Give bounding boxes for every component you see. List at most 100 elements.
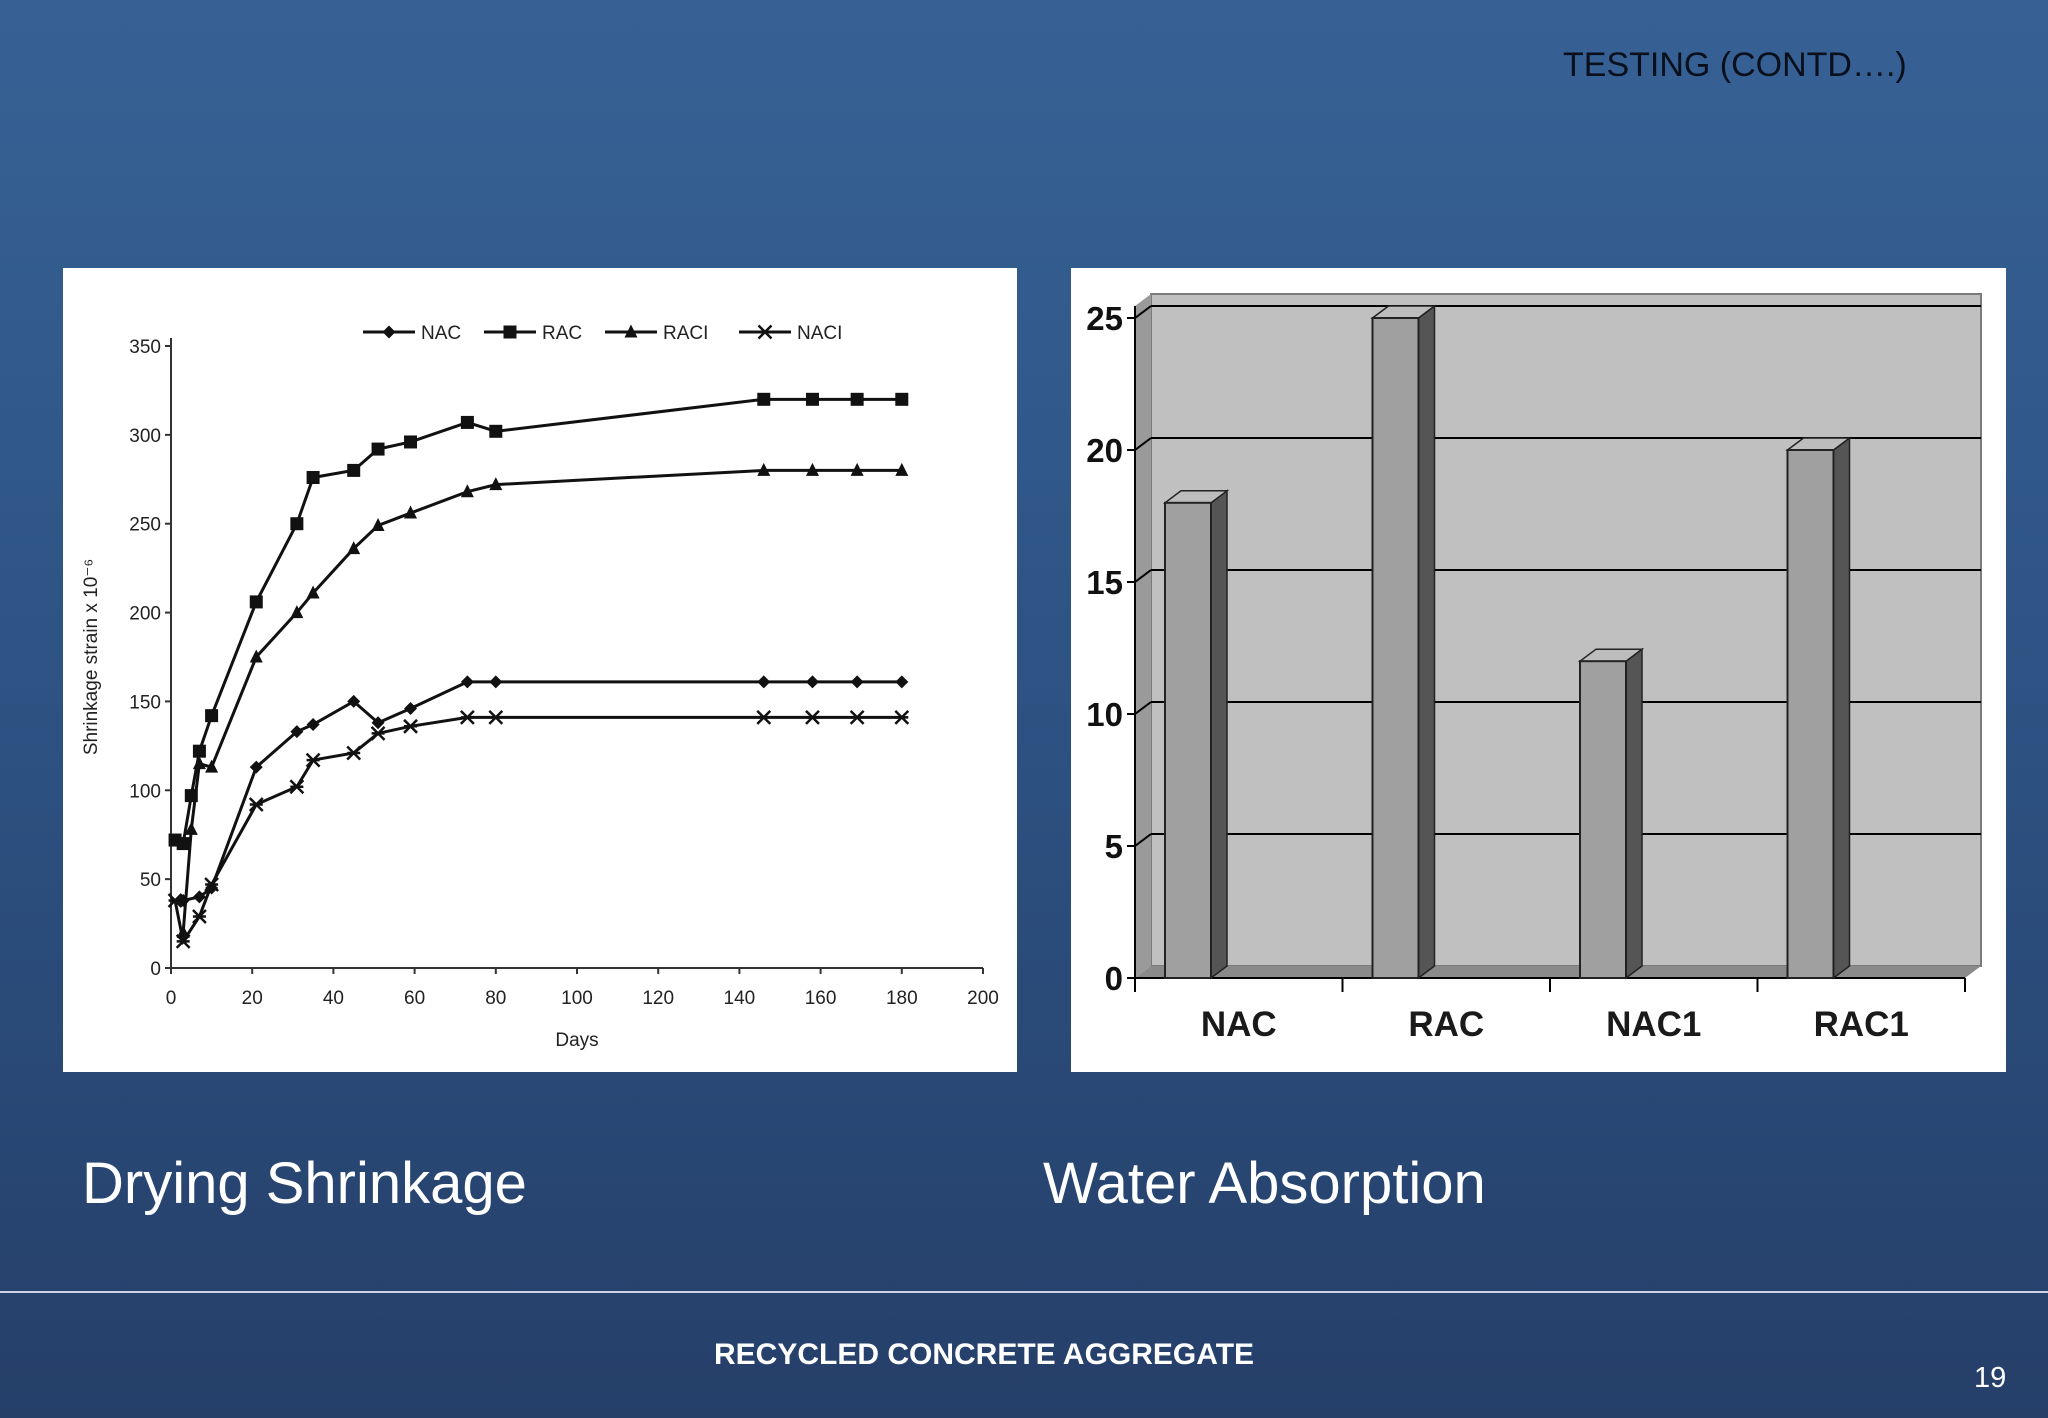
data-point [850, 462, 864, 476]
data-point [347, 463, 361, 477]
legend-label: RACI [663, 323, 708, 344]
x-tick-label: 200 [967, 988, 999, 1009]
data-point [371, 517, 385, 531]
bar-nac [1162, 489, 1230, 980]
data-point [290, 517, 304, 531]
x-tick-label: 140 [724, 988, 756, 1009]
x-category-label: RAC1 [1814, 1005, 1909, 1044]
data-point [184, 821, 198, 835]
data-point [460, 415, 474, 429]
gridline-side [1134, 833, 1152, 847]
data-point [249, 760, 263, 774]
y-tick-label: 250 [129, 515, 161, 536]
data-point [805, 675, 819, 689]
data-point [176, 837, 190, 851]
bar-side [1832, 436, 1851, 980]
data-point [489, 477, 503, 491]
series-line [181, 468, 902, 933]
x-tick-label: 80 [485, 988, 506, 1009]
bar-face [1164, 501, 1212, 980]
x-tick-label: 180 [886, 988, 918, 1009]
data-point [289, 779, 305, 795]
x-tick-label: 40 [323, 988, 344, 1009]
page-number: 19 [1974, 1362, 2007, 1394]
data-point [895, 392, 909, 406]
legend-entry: NAC [363, 323, 461, 344]
bar-face [1371, 317, 1420, 979]
data-point [290, 725, 304, 739]
data-point [370, 726, 386, 741]
y-tick-label: 200 [129, 604, 161, 625]
data-point [192, 744, 206, 758]
data-point [460, 675, 474, 689]
legend-entry: RACI [605, 323, 708, 344]
y-tick-label: 20 [1086, 432, 1123, 469]
data-point [249, 649, 263, 663]
data-point [895, 675, 909, 689]
data-point [805, 710, 820, 725]
data-point [306, 585, 320, 599]
data-point [205, 759, 219, 773]
bar-rac [1370, 304, 1437, 980]
water-absorption-chart: 0 5 10 15 20 25 NAC RAC NAC1 RAC1 [1071, 268, 2006, 1072]
x-axis-label: Days [555, 1030, 598, 1051]
data-point [347, 694, 361, 708]
data-point [459, 710, 475, 725]
data-point [382, 325, 396, 339]
data-point [371, 442, 385, 456]
bar-chart-svg: 0 5 10 15 20 25 NAC RAC NAC1 RAC1 [1086, 293, 1982, 1044]
x-category-label: RAC [1408, 1005, 1484, 1044]
x-tick-label: 60 [404, 988, 425, 1009]
legend-label: NACI [797, 323, 842, 344]
data-point [248, 797, 264, 812]
bar-side [1625, 647, 1643, 980]
data-point [757, 675, 771, 689]
plot-floor [1135, 966, 1981, 978]
data-point [489, 424, 503, 438]
gridline-side [1134, 437, 1152, 451]
x-tick-label: 120 [642, 988, 674, 1009]
data-point [757, 392, 771, 406]
data-point [175, 933, 191, 949]
data-point [488, 710, 504, 725]
data-point [404, 435, 418, 449]
y-tick-label: 0 [1105, 960, 1123, 997]
legend-label: NAC [421, 323, 461, 344]
data-point [205, 709, 219, 723]
y-tick-label: 10 [1086, 696, 1123, 733]
data-point [371, 716, 385, 730]
data-point [849, 710, 865, 725]
line-chart-svg: 0 50 100 150 200 250 300 350 0 20 40 60 80 100 120 140 1… [81, 323, 999, 1051]
y-tick-label: 300 [129, 426, 161, 447]
data-point [249, 595, 263, 609]
series-rac [168, 392, 909, 851]
data-point [290, 605, 304, 619]
drying-shrinkage-chart: 0 50 100 150 200 250 300 350 0 20 40 60 80 100 120 140 1… [63, 268, 1017, 1072]
data-point [850, 392, 864, 406]
series-raci [176, 462, 909, 938]
data-point [757, 462, 771, 476]
y-tick-label: 350 [129, 337, 161, 358]
water-absorption-caption: Water Absorption [1043, 1151, 1486, 1216]
y-tick-label: 100 [129, 781, 161, 802]
x-tick-label: 160 [805, 988, 837, 1009]
data-point [757, 324, 773, 340]
y-tick-label: 15 [1086, 564, 1123, 601]
data-point [460, 484, 474, 498]
data-point [347, 541, 361, 555]
bar-face [1579, 660, 1627, 979]
gridline-side [1134, 305, 1152, 319]
data-point [204, 877, 219, 892]
data-point [346, 745, 362, 761]
bar-side [1417, 304, 1436, 980]
data-point [805, 392, 819, 406]
data-point [756, 710, 772, 725]
data-point [192, 909, 207, 924]
legend-label: RAC [542, 323, 582, 344]
x-tick-label: 0 [166, 988, 177, 1009]
series-line [174, 397, 902, 846]
x-category-label: NAC [1201, 1005, 1277, 1044]
data-point [192, 890, 206, 904]
data-point [404, 702, 418, 716]
data-point [192, 756, 206, 770]
